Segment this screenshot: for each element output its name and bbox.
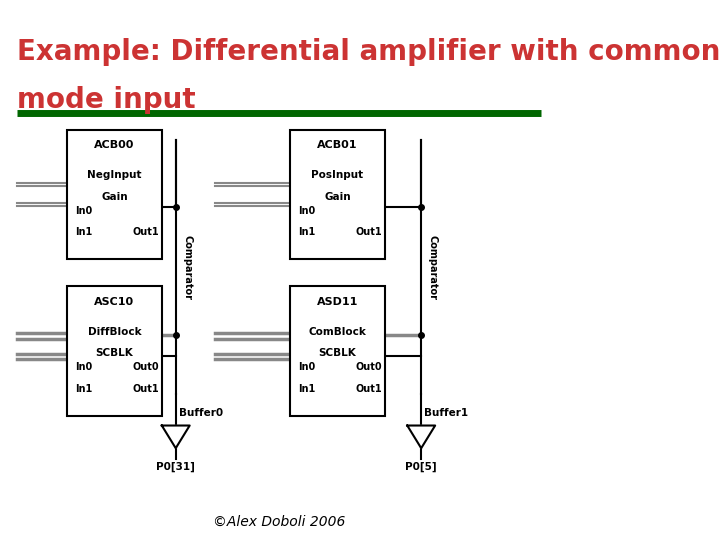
Text: NegInput: NegInput	[87, 170, 142, 180]
Text: Gain: Gain	[101, 192, 127, 202]
Text: In1: In1	[76, 384, 93, 394]
Text: Buffer1: Buffer1	[424, 408, 468, 418]
Text: Comparator: Comparator	[182, 235, 192, 300]
Text: In1: In1	[299, 227, 315, 237]
Text: mode input: mode input	[17, 86, 195, 114]
Text: In0: In0	[76, 362, 93, 372]
Text: Out0: Out0	[356, 362, 382, 372]
Text: Out0: Out0	[132, 362, 159, 372]
Text: Comparator: Comparator	[428, 235, 438, 300]
Bar	[67, 130, 162, 259]
Text: Example: Differential amplifier with common: Example: Differential amplifier with com…	[17, 38, 720, 66]
Bar	[290, 130, 385, 259]
Text: ©Alex Doboli 2006: ©Alex Doboli 2006	[212, 515, 345, 529]
Text: In1: In1	[76, 227, 93, 237]
Text: SCBLK: SCBLK	[319, 348, 356, 359]
Text: In1: In1	[299, 384, 315, 394]
Text: Out1: Out1	[132, 227, 159, 237]
Text: ACB01: ACB01	[318, 140, 358, 151]
Text: PosInput: PosInput	[312, 170, 364, 180]
Text: Out1: Out1	[356, 384, 382, 394]
Polygon shape	[408, 426, 435, 448]
Text: ASD11: ASD11	[317, 297, 359, 307]
Text: Out1: Out1	[356, 227, 382, 237]
Text: P0[31]: P0[31]	[156, 462, 195, 472]
Text: SCBLK: SCBLK	[96, 348, 133, 359]
Text: ACB00: ACB00	[94, 140, 135, 151]
Text: DiffBlock: DiffBlock	[88, 327, 141, 337]
Text: Buffer0: Buffer0	[179, 408, 222, 418]
Bar	[67, 286, 162, 416]
Text: In0: In0	[299, 362, 315, 372]
Text: P0[5]: P0[5]	[405, 462, 437, 472]
Text: Out1: Out1	[132, 384, 159, 394]
Text: In0: In0	[299, 206, 315, 215]
Text: Gain: Gain	[324, 192, 351, 202]
Text: ASC10: ASC10	[94, 297, 135, 307]
Polygon shape	[162, 426, 189, 448]
Bar	[290, 286, 385, 416]
Text: ComBlock: ComBlock	[309, 327, 366, 337]
Text: In0: In0	[76, 206, 93, 215]
